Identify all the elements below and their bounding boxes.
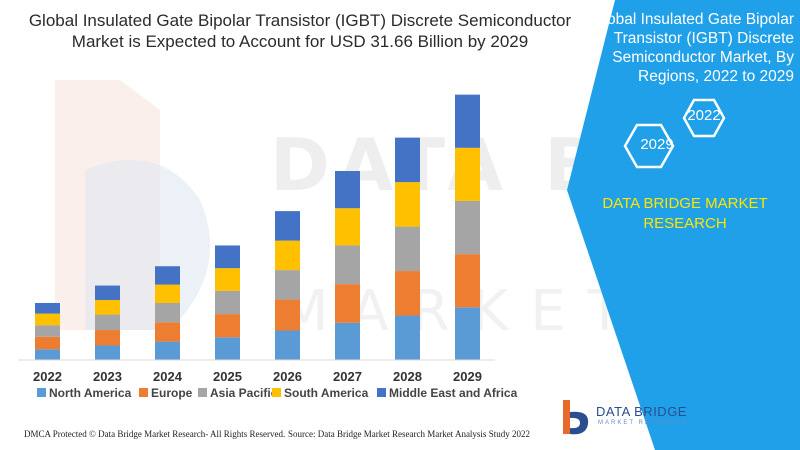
bar-2025-south-america — [215, 268, 240, 291]
bar-2026-middle-east-and-africa — [275, 211, 300, 241]
bar-2029-middle-east-and-africa — [455, 94, 480, 148]
bar-2029-asia-pacific — [455, 200, 480, 255]
bar-2027-north-america — [335, 322, 360, 360]
legend-item: North America — [37, 386, 132, 400]
bar-2028-asia-pacific — [395, 226, 420, 272]
bars-layer — [35, 94, 480, 360]
legend-swatch — [139, 388, 148, 397]
legend-item: South America — [272, 386, 369, 400]
side-panel-title: Global Insulated Gate Bipolar Transistor… — [591, 11, 794, 85]
bar-2029-north-america — [455, 307, 480, 360]
bar-2028-middle-east-and-africa — [395, 137, 420, 183]
bar-2028-south-america — [395, 182, 420, 227]
legend-label: Middle East and Africa — [389, 386, 518, 400]
bar-2023-middle-east-and-africa — [95, 285, 120, 301]
logo-name: DATA BRIDGE — [596, 404, 687, 419]
bar-2022-north-america — [35, 349, 60, 360]
data-bridge-logo-icon — [563, 400, 589, 435]
legend-item: Asia Pacific — [198, 386, 278, 400]
footer-copyright: DMCA Protected © Data Bridge Market Rese… — [24, 429, 286, 439]
bar-2028-north-america — [395, 315, 420, 360]
bar-2026-south-america — [275, 240, 300, 271]
bar-2029-europe — [455, 254, 480, 308]
bar-2024-middle-east-and-africa — [155, 266, 180, 285]
legend-item: Middle East and Africa — [377, 386, 518, 400]
legend-swatch — [198, 388, 207, 397]
bar-2024-europe — [155, 322, 180, 342]
hex-2029-label: 2029 — [640, 136, 674, 153]
logo-tagline: MARKET RESEARCH — [598, 420, 688, 426]
bar-2023-asia-pacific — [95, 314, 120, 331]
bar-2027-middle-east-and-africa — [335, 171, 360, 209]
bar-2027-south-america — [335, 208, 360, 246]
legend-swatch — [272, 388, 281, 397]
footer-source: Source: Data Bridge Market Research Mark… — [288, 429, 530, 439]
bar-2024-south-america — [155, 284, 180, 303]
x-tick-label: 2023 — [93, 369, 122, 384]
legend: North America Europe Asia Pacific South Ame… — [37, 386, 518, 400]
x-tick-label: 2025 — [213, 369, 242, 384]
legend-swatch — [37, 388, 46, 397]
legend-swatch — [377, 388, 386, 397]
bar-2024-asia-pacific — [155, 302, 180, 323]
bar-2025-middle-east-and-africa — [215, 245, 240, 269]
x-tick-label: 2029 — [453, 369, 482, 384]
bar-2026-asia-pacific — [275, 270, 300, 300]
x-tick-labels: 2022 2023 2024 2025 2026 2027 2028 2029 — [33, 369, 482, 384]
bar-2024-north-america — [155, 341, 180, 360]
bar-2022-europe — [35, 336, 60, 350]
hex-2022-label: 2022 — [687, 107, 721, 124]
bar-2026-europe — [275, 299, 300, 331]
x-tick-label: 2028 — [393, 369, 422, 384]
bar-2022-asia-pacific — [35, 325, 60, 337]
bar-2023-europe — [95, 330, 120, 346]
chart-title: Global Insulated Gate Bipolar Transistor… — [28, 11, 572, 51]
bar-2027-asia-pacific — [335, 245, 360, 285]
x-tick-label: 2024 — [153, 369, 183, 384]
legend-label: South America — [284, 386, 369, 400]
bar-2025-europe — [215, 314, 240, 338]
bar-2023-south-america — [95, 300, 120, 315]
x-tick-label: 2022 — [33, 369, 62, 384]
brand-name: DATA BRIDGE MARKET RESEARCH — [602, 195, 768, 232]
bar-2022-middle-east-and-africa — [35, 302, 60, 314]
bar-2029-south-america — [455, 147, 480, 201]
bar-2027-europe — [335, 284, 360, 323]
legend-label: North America — [49, 386, 132, 400]
legend-label: Asia Pacific — [210, 386, 278, 400]
bar-2023-north-america — [95, 345, 120, 360]
bar-2025-asia-pacific — [215, 290, 240, 315]
bar-2026-north-america — [275, 330, 300, 360]
x-tick-label: 2027 — [333, 369, 362, 384]
bar-2022-south-america — [35, 313, 60, 326]
bar-2028-europe — [395, 271, 420, 316]
bar-2025-north-america — [215, 337, 240, 360]
legend-label: Europe — [151, 386, 193, 400]
x-tick-label: 2026 — [273, 369, 302, 384]
legend-item: Europe — [139, 386, 193, 400]
